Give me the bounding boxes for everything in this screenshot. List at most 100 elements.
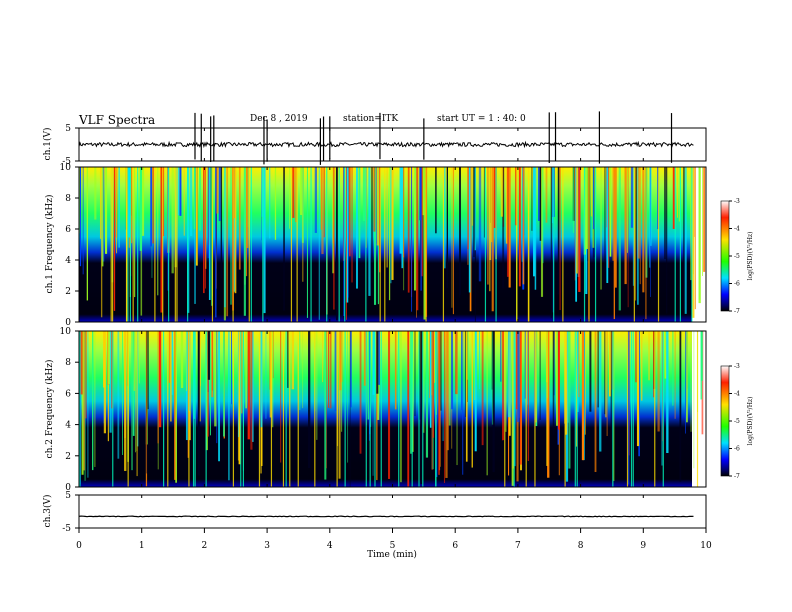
spectral-stripe [446,167,448,288]
spectral-stripe [505,167,509,244]
broadband-spike [262,167,264,322]
ch1-colorbar-label: log(PSD)(V²/Hz) [747,232,754,281]
broadband-spike [132,167,134,322]
spectral-stripe [500,331,502,382]
spectral-stripe [515,331,518,410]
spectral-stripe [376,331,379,394]
spectral-stripe [491,167,494,312]
spectral-stripe [581,331,585,461]
spectral-stripe [425,331,429,458]
spectral-stripe [199,167,202,231]
broadband-spike [380,331,382,487]
spectral-stripe [542,167,544,264]
y-tick-label: -5 [62,157,71,167]
spectral-stripe [639,167,641,285]
spectral-stripe [414,167,416,291]
spectral-stripe [127,167,131,238]
broadband-spike [588,167,590,322]
ch1-spectrogram-background [79,167,692,322]
frequency-tick-label: 4 [65,421,71,431]
broadband-spike [111,167,114,322]
broadband-spike [411,331,413,487]
spectral-stripe [376,167,378,244]
time-tick-label: 10 [700,541,712,551]
spectral-stripe [585,167,588,250]
broadband-spike [365,331,367,487]
broadband-spike [525,331,527,487]
spectral-stripe [130,167,133,244]
spectral-stripe [94,331,96,467]
spectral-stripe [467,331,469,380]
spectral-stripe [407,167,410,293]
spectral-stripe [238,331,241,465]
spectral-stripe [308,331,311,469]
colorbar-tick-label: -7 [734,473,740,480]
broadband-spike [384,167,386,322]
broadband-spike [425,167,427,322]
broadband-spike [240,331,242,487]
time-tick-label: 7 [515,541,521,551]
ch1-waveform-spikes [194,111,673,165]
spectral-stripe [204,167,206,289]
spectral-stripe [612,167,614,261]
spectral-stripe [246,167,249,248]
time-tick-label: 9 [640,541,646,551]
spectral-stripe [180,331,184,389]
date-label: Dec 8 , 2019 [250,114,308,124]
spectral-stripe [597,331,599,408]
spectral-stripe [218,167,221,222]
spectral-stripe [216,331,218,444]
ch1-frequency-ticks: 0 2 4 6 8 10 [60,163,79,328]
spectral-stripe [600,167,602,290]
ch1-waveform-panel: 5 -5 ch.1(V) [42,111,707,167]
spectral-stripe [422,167,425,216]
spectral-stripe [448,331,451,426]
spectral-stripe [197,331,200,476]
broadband-spike [365,167,367,322]
spectral-stripe [693,331,695,469]
spectral-stripe [534,167,537,290]
spectral-stripe [247,331,250,440]
spectral-stripe [338,331,341,479]
spectral-stripe [574,167,576,281]
broadband-spike [187,167,189,322]
spectral-stripe [578,167,581,292]
spectral-stripe [637,167,640,259]
frequency-tick-label: 8 [65,358,71,368]
broadband-spike [248,167,250,322]
spectral-stripe [367,331,370,420]
spectral-stripe [649,167,651,268]
spectral-stripe [445,331,448,478]
broadband-spike [553,167,555,322]
spectral-stripe [205,167,207,269]
spectral-stripe [175,331,177,483]
spectral-stripe [318,167,320,320]
spectral-stripe [690,167,693,281]
spectral-stripe [82,331,86,471]
spectral-stripe [465,331,468,462]
spectral-stripe [194,167,196,304]
spectral-stripe [666,331,669,454]
broadband-spike [205,331,207,487]
broadband-spike [662,331,664,487]
spectral-stripe [350,331,352,408]
start-time-label: start UT = 1 : 40: 0 [437,114,526,124]
broadband-spike [326,167,328,322]
spectral-stripe [666,167,668,314]
spectral-stripe [186,331,187,392]
spectral-stripe [135,331,136,453]
spectral-stripe [400,331,402,483]
broadband-spike [112,331,114,487]
spectral-stripe [701,331,704,435]
spectral-stripe [533,167,535,277]
spectral-stripe [363,331,367,386]
spectral-stripe [118,167,120,248]
broadband-spike [176,167,178,322]
colorbar-tick-label: -5 [734,253,740,260]
spectral-stripe [207,331,211,380]
spectral-stripe [609,167,612,257]
spectral-stripe [471,167,474,226]
spectral-stripe [632,167,634,286]
spectral-stripe [664,167,667,260]
spectral-stripe [203,167,205,294]
